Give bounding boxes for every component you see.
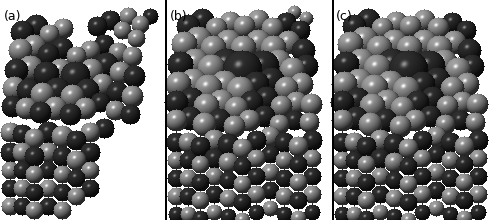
Text: (a): (a) <box>4 10 21 23</box>
Text: (b): (b) <box>170 10 188 23</box>
Text: (c): (c) <box>336 10 353 23</box>
